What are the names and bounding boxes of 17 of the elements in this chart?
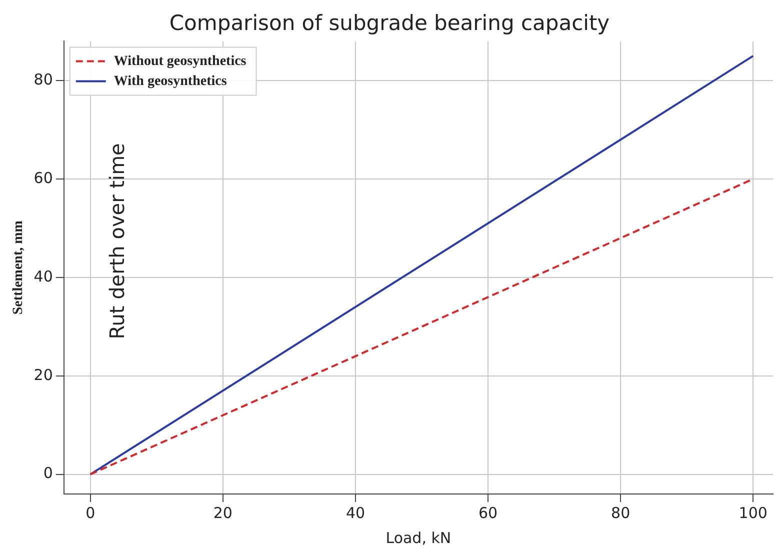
y-tick-label: 60	[34, 168, 53, 187]
x-tick-label: 60	[478, 504, 498, 522]
chart-title: Comparison of subgrade bearing capacity	[169, 11, 610, 36]
y-tick-label: 20	[34, 366, 53, 384]
x-tick-label: 20	[213, 504, 232, 522]
x-tick-label: 40	[346, 504, 366, 522]
x-axis-title: Load, kN	[386, 528, 452, 547]
y-axis-title: Settlement, mm	[11, 220, 26, 315]
annotation: Rut derth over time	[105, 143, 130, 340]
x-tick-label: 80	[611, 504, 630, 522]
x-tick-label: 100	[738, 504, 768, 522]
legend-label: With geosynthetics	[114, 74, 228, 89]
y-tick-label: 80	[34, 70, 53, 88]
legend-label: Without geosynthetics	[114, 54, 247, 69]
x-tick-label: 0	[86, 504, 96, 522]
y-tick-label: 40	[34, 267, 53, 286]
y-tick-label: 0	[43, 464, 53, 482]
